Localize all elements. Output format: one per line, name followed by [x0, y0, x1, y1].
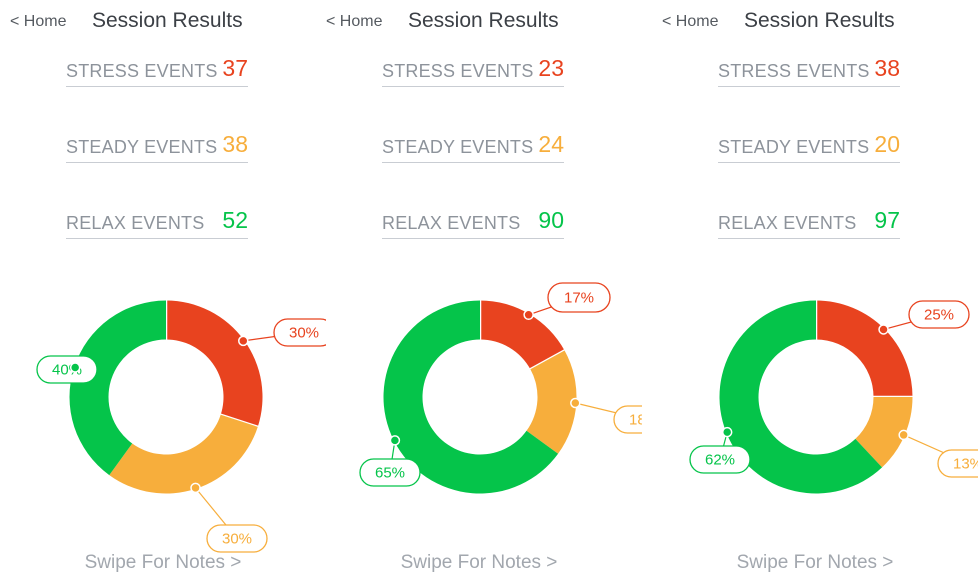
relax-events-stat: RELAX EVENTS 52 [66, 207, 248, 239]
steady-events-value: 24 [538, 131, 564, 157]
donut-segment-steady [855, 397, 913, 468]
stress-events-value: 37 [222, 55, 248, 81]
donut-marker-stress [238, 335, 249, 347]
donut-segment-stress [816, 300, 913, 397]
donut-marker-steady [898, 429, 909, 441]
results-donut-chart: 17% 18% 65% [359, 282, 642, 494]
relax-events-value: 97 [874, 207, 900, 233]
relax-events-value: 90 [538, 207, 564, 233]
swipe-for-notes-link[interactable]: Swipe For Notes > [84, 552, 242, 573]
relax-events-label: RELAX EVENTS [382, 213, 521, 233]
svg-text:62%: 62% [705, 452, 735, 469]
donut-segment-stress [480, 300, 565, 370]
svg-text:18%: 18% [629, 412, 642, 429]
svg-text:25%: 25% [924, 307, 954, 324]
session-results-screen-1: < Home Session Results STRESS EVENTS 37 … [0, 0, 326, 584]
results-donut-chart: 25% 13% 62% [689, 299, 978, 494]
donut-label-stress: 25% [878, 300, 970, 335]
page-title: Session Results [744, 9, 895, 32]
svg-text:13%: 13% [953, 456, 978, 473]
donut-label-relax: 40% [36, 355, 98, 384]
steady-events-stat: STEADY EVENTS 38 [66, 131, 248, 163]
svg-text:30%: 30% [289, 325, 319, 342]
donut-label-steady: 18% [570, 397, 642, 434]
back-home-link[interactable]: < Home [662, 13, 719, 30]
svg-text:30%: 30% [222, 531, 252, 548]
back-home-link[interactable]: < Home [326, 13, 383, 30]
donut-label-stress: 17% [523, 282, 611, 321]
steady-events-stat: STEADY EVENTS 24 [382, 131, 564, 163]
session-results-screen-3: < Home Session Results STRESS EVENTS 38 … [652, 0, 978, 584]
donut-marker-stress [523, 309, 534, 321]
steady-events-label: STEADY EVENTS [66, 137, 218, 157]
steady-events-value: 20 [874, 131, 900, 157]
donut-marker-steady [570, 397, 581, 409]
donut-segment-stress [166, 300, 263, 427]
relax-events-label: RELAX EVENTS [66, 213, 205, 233]
stress-events-value: 38 [874, 55, 900, 81]
donut-label-relax: 65% [359, 435, 421, 487]
top-bar: < Home Session Results [0, 0, 326, 44]
session-results-screen-2: < Home Session Results STRESS EVENTS 23 … [316, 0, 642, 584]
svg-text:17%: 17% [564, 290, 594, 307]
results-donut-chart: 30% 30% 40% [36, 299, 326, 553]
swipe-for-notes-link[interactable]: Swipe For Notes > [400, 552, 558, 573]
stress-events-stat: STRESS EVENTS 23 [382, 55, 564, 87]
steady-events-stat: STEADY EVENTS 20 [718, 131, 900, 163]
stress-events-label: STRESS EVENTS [718, 61, 870, 81]
donut-marker-relax [721, 426, 733, 438]
relax-events-stat: RELAX EVENTS 90 [382, 207, 564, 239]
stress-events-label: STRESS EVENTS [382, 61, 534, 81]
donut-segment-steady [526, 350, 577, 454]
top-bar: < Home Session Results [652, 0, 978, 44]
donut-marker-steady [190, 482, 201, 494]
stress-events-stat: STRESS EVENTS 38 [718, 55, 900, 87]
donut-marker-relax [69, 362, 81, 373]
donut-marker-stress [878, 324, 889, 335]
donut-segment-relax [719, 300, 883, 494]
top-bar: < Home Session Results [316, 0, 642, 44]
page-title: Session Results [92, 9, 243, 32]
swipe-for-notes-link[interactable]: Swipe For Notes > [736, 552, 894, 573]
steady-events-value: 38 [222, 131, 248, 157]
relax-events-label: RELAX EVENTS [718, 213, 857, 233]
relax-events-stat: RELAX EVENTS 97 [718, 207, 900, 239]
donut-segment-relax [383, 300, 559, 494]
donut-label-relax: 62% [689, 426, 751, 474]
donut-label-steady: 30% [190, 482, 268, 553]
stress-events-stat: STRESS EVENTS 37 [66, 55, 248, 87]
donut-label-steady: 13% [898, 429, 978, 478]
stress-events-value: 23 [538, 55, 564, 81]
steady-events-label: STEADY EVENTS [718, 137, 870, 157]
donut-segment-relax [69, 300, 166, 476]
donut-segment-steady [109, 414, 258, 494]
back-home-link[interactable]: < Home [10, 13, 67, 30]
page-title: Session Results [408, 9, 559, 32]
steady-events-label: STEADY EVENTS [382, 137, 534, 157]
relax-events-value: 52 [222, 207, 248, 233]
donut-marker-relax [389, 435, 401, 446]
donut-label-stress: 30% [238, 318, 326, 347]
svg-text:65%: 65% [375, 465, 405, 482]
stress-events-label: STRESS EVENTS [66, 61, 218, 81]
